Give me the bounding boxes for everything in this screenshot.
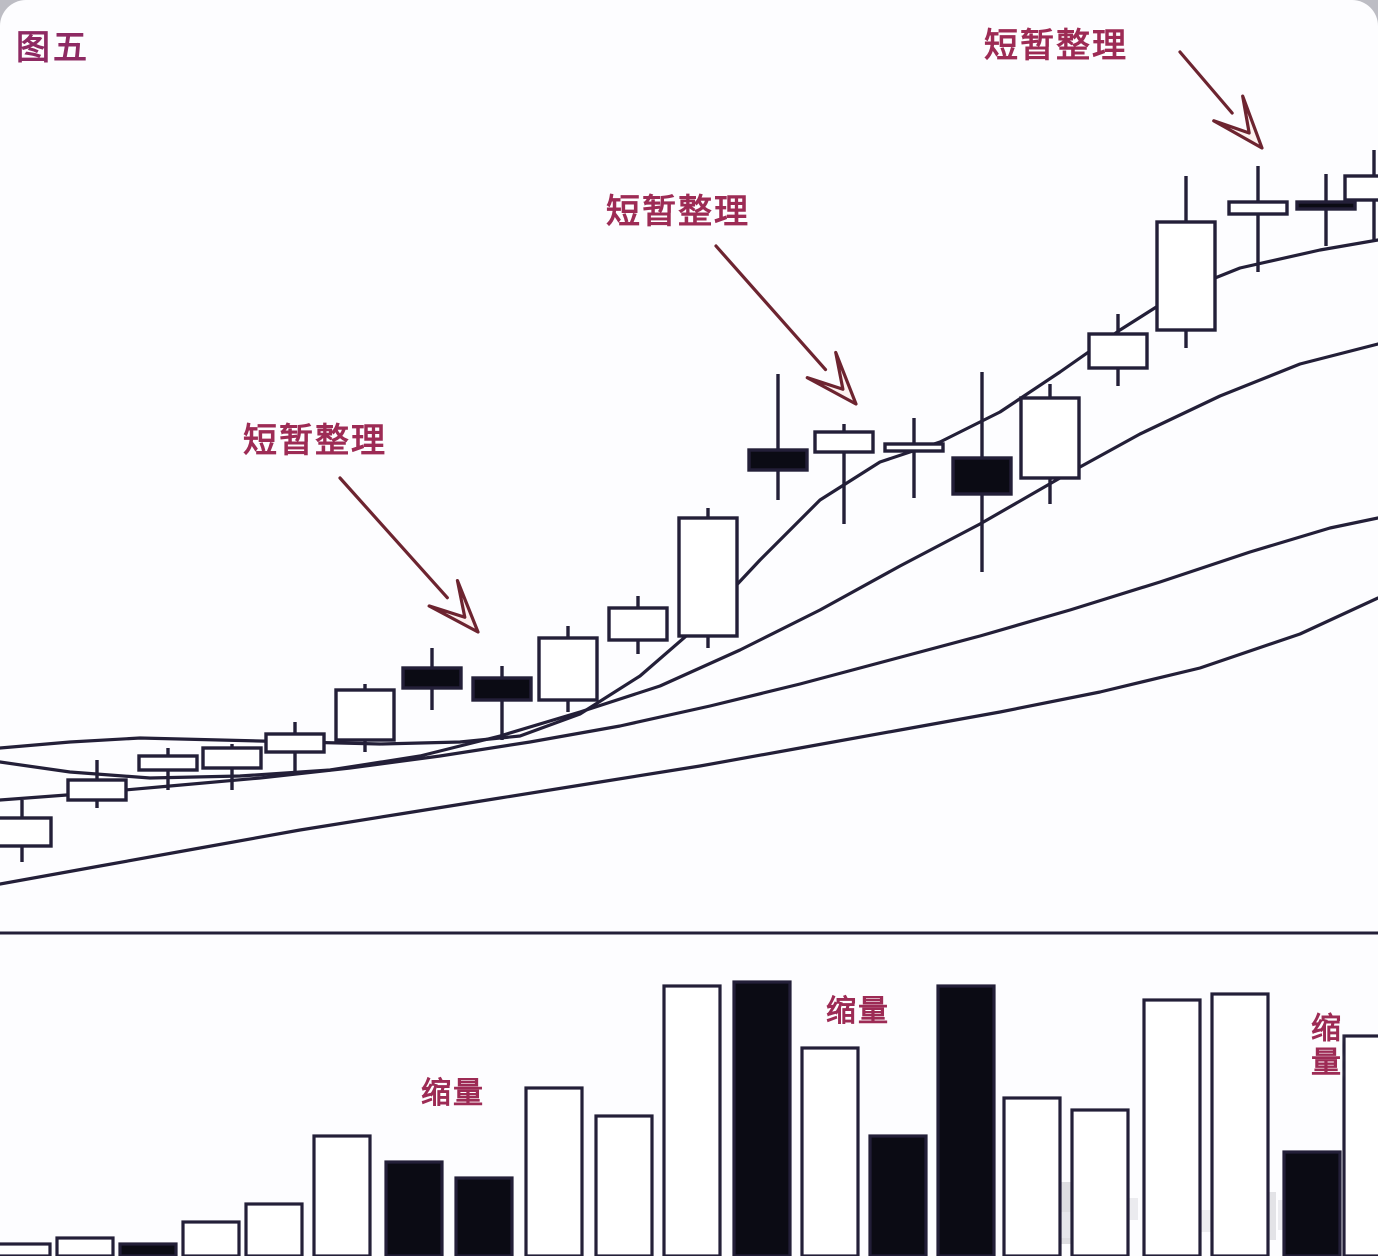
ma-line-ma-mid bbox=[0, 342, 1378, 780]
volume-bar-19 bbox=[1282, 1150, 1342, 1256]
arrow-to-right-consolidation bbox=[1178, 50, 1264, 150]
candlestick-6 bbox=[401, 648, 463, 710]
volume-bar-3 bbox=[181, 1220, 241, 1256]
ma-line-ma-slow bbox=[0, 516, 1378, 802]
annotation-consolidation-left: 短暂整理 bbox=[243, 421, 387, 461]
annotation-consolidation-mid: 短暂整理 bbox=[606, 192, 750, 232]
candlestick-5 bbox=[334, 684, 396, 752]
candle-body-down bbox=[401, 666, 463, 690]
candlestick-9 bbox=[607, 596, 669, 654]
volume-bar-11 bbox=[732, 980, 792, 1256]
candle-body-up bbox=[813, 430, 875, 454]
candlestick-16 bbox=[1087, 314, 1149, 386]
candle-body-up bbox=[1019, 396, 1081, 480]
annotation-shrink-volume-right: 缩量 bbox=[1305, 1012, 1340, 1080]
volume-bar-9 bbox=[594, 1114, 654, 1256]
arrow-head bbox=[427, 578, 480, 634]
volume-series bbox=[0, 980, 1378, 1256]
candle-body-up bbox=[537, 636, 599, 702]
candle-body-up bbox=[334, 688, 396, 742]
candle-body-up bbox=[883, 442, 945, 453]
candle-body-down bbox=[747, 448, 809, 472]
volume-bar-13 bbox=[868, 1134, 928, 1256]
candlestick-11 bbox=[747, 374, 809, 500]
candle-body-up bbox=[1227, 200, 1289, 216]
candlestick-12 bbox=[813, 424, 875, 524]
candle-body-up bbox=[201, 746, 263, 770]
volume-bar-1 bbox=[55, 1236, 115, 1256]
candle-body-down bbox=[471, 676, 533, 702]
candlestick-10 bbox=[677, 508, 739, 648]
candle-body-up bbox=[677, 516, 739, 638]
arrow-shaft bbox=[1178, 50, 1234, 115]
volume-bar-2 bbox=[118, 1242, 178, 1256]
volume-bar-8 bbox=[524, 1086, 584, 1256]
candlestick-0 bbox=[0, 800, 53, 862]
volume-bar-15 bbox=[1002, 1096, 1062, 1256]
candle-body-up bbox=[1155, 220, 1217, 332]
candlestick-17 bbox=[1155, 176, 1217, 348]
volume-bar-7 bbox=[454, 1176, 514, 1256]
candle-body-up bbox=[607, 606, 669, 642]
volume-bar-5 bbox=[312, 1134, 372, 1256]
candlestick-7 bbox=[471, 666, 533, 740]
candlestick-series bbox=[0, 150, 1378, 862]
arrow-head bbox=[1212, 94, 1264, 150]
candlestick-14 bbox=[951, 372, 1013, 572]
arrow-head bbox=[805, 350, 858, 406]
volume-bar-4 bbox=[244, 1202, 304, 1256]
candle-body-down bbox=[1295, 200, 1357, 211]
volume-bar-20 bbox=[1342, 1034, 1378, 1256]
candle-body-up bbox=[264, 732, 326, 754]
arrow-to-mid-consolidation bbox=[714, 244, 858, 406]
volume-bar-10 bbox=[662, 984, 722, 1256]
annotation-consolidation-right: 短暂整理 bbox=[984, 26, 1128, 66]
volume-bar-12 bbox=[800, 1046, 860, 1256]
candlestick-8 bbox=[537, 626, 599, 712]
volume-bar-17 bbox=[1142, 998, 1202, 1256]
volume-bar-0 bbox=[0, 1242, 52, 1256]
candlestick-2 bbox=[137, 748, 199, 790]
candle-body-down bbox=[951, 456, 1013, 496]
candlestick-13 bbox=[883, 418, 945, 498]
annotation-shrink-volume-left: 缩量 bbox=[421, 1076, 485, 1111]
candlestick-4 bbox=[264, 722, 326, 775]
candlestick-3 bbox=[201, 744, 263, 790]
candlestick-15 bbox=[1019, 384, 1081, 504]
annotation-shrink-volume-mid: 缩量 bbox=[826, 994, 890, 1029]
candlestick-20 bbox=[1343, 150, 1378, 240]
ma-line-ma-slowest bbox=[0, 596, 1378, 886]
arrow-shaft bbox=[338, 476, 449, 600]
candle-body-up bbox=[0, 816, 53, 848]
candlestick-18 bbox=[1227, 166, 1289, 272]
candle-body-up bbox=[137, 754, 199, 772]
candle-body-up bbox=[1343, 174, 1378, 202]
candle-body-up bbox=[1087, 332, 1149, 370]
volume-bar-18 bbox=[1210, 992, 1270, 1256]
arrow-shaft bbox=[714, 244, 828, 372]
volume-bar-16 bbox=[1070, 1108, 1130, 1256]
volume-bar-14 bbox=[936, 984, 996, 1256]
volume-bar-6 bbox=[384, 1160, 444, 1256]
candlestick-1 bbox=[66, 760, 128, 808]
moving-average-lines bbox=[0, 238, 1378, 886]
page-title: 图五 bbox=[16, 28, 90, 68]
candle-body-up bbox=[66, 778, 128, 802]
annotation-arrows bbox=[338, 50, 1264, 634]
arrow-to-left-consolidation bbox=[338, 476, 480, 634]
candlestick-19 bbox=[1295, 174, 1357, 246]
